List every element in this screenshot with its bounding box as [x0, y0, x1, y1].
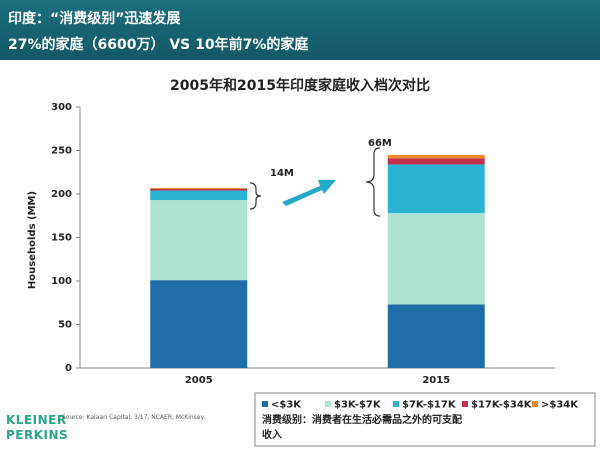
y-tick-label: 150	[51, 233, 72, 244]
arrow	[282, 180, 336, 206]
legend-label: $17K-$34K	[471, 400, 533, 411]
logo: KLEINER PERKINS	[6, 413, 68, 443]
annotation: 66M	[368, 138, 392, 149]
note: 消费级别：消费者在生活必需品之外的可支配收入	[262, 415, 462, 441]
header-subtitle: 27%的家庭（6600万） VS 10年前7%的家庭	[8, 37, 309, 53]
y-tick-label: 250	[51, 146, 72, 157]
legend-label: $3K-$7K	[334, 400, 382, 411]
bar-segment	[387, 154, 485, 159]
logo-line: KLEINER	[6, 413, 67, 427]
bar-segment	[150, 190, 248, 201]
y-tick-label: 300	[51, 102, 72, 113]
brace	[249, 182, 262, 210]
header-title: 印度：“消费级别”迅速发展	[8, 11, 181, 27]
x-tick-label: 2015	[422, 375, 450, 386]
legend-swatch	[393, 401, 399, 407]
bar-segment	[150, 200, 248, 281]
legend-swatch	[462, 401, 468, 407]
bar-segment	[150, 187, 248, 189]
bar-segment	[150, 280, 248, 368]
legend-box	[254, 392, 596, 447]
bar-segment	[387, 158, 485, 165]
bar-segment	[387, 304, 485, 368]
y-tick-label: 200	[51, 189, 72, 200]
brace	[365, 147, 381, 217]
source: Source: Kalaari Capital, 3/17, NCAER, Mc…	[62, 414, 206, 421]
logo-line: PERKINS	[6, 428, 69, 442]
bar-segment	[387, 213, 485, 305]
y-tick-label: 100	[51, 276, 72, 287]
y-axis-label: Households (MM)	[27, 191, 38, 289]
header: 印度：“消费级别”迅速发展 27%的家庭（6600万） VS 10年前7%的家庭	[0, 0, 600, 60]
bar-segment	[387, 164, 485, 214]
legend-swatch	[325, 401, 331, 407]
legend-label: >$34K	[541, 400, 579, 411]
legend-swatch	[532, 401, 538, 407]
legend-label: $7K-$17K	[402, 400, 457, 411]
x-tick-label: 2005	[185, 375, 213, 386]
y-tick-label: 0	[65, 363, 72, 374]
y-tick-label: 50	[58, 320, 72, 331]
annotation: 14M	[270, 168, 294, 179]
legend-swatch	[262, 401, 268, 407]
legend-label: <$3K	[271, 400, 302, 411]
bar-segment	[150, 188, 248, 191]
chart-title: 2005年和2015年印度家庭收入档次对比	[170, 77, 430, 94]
